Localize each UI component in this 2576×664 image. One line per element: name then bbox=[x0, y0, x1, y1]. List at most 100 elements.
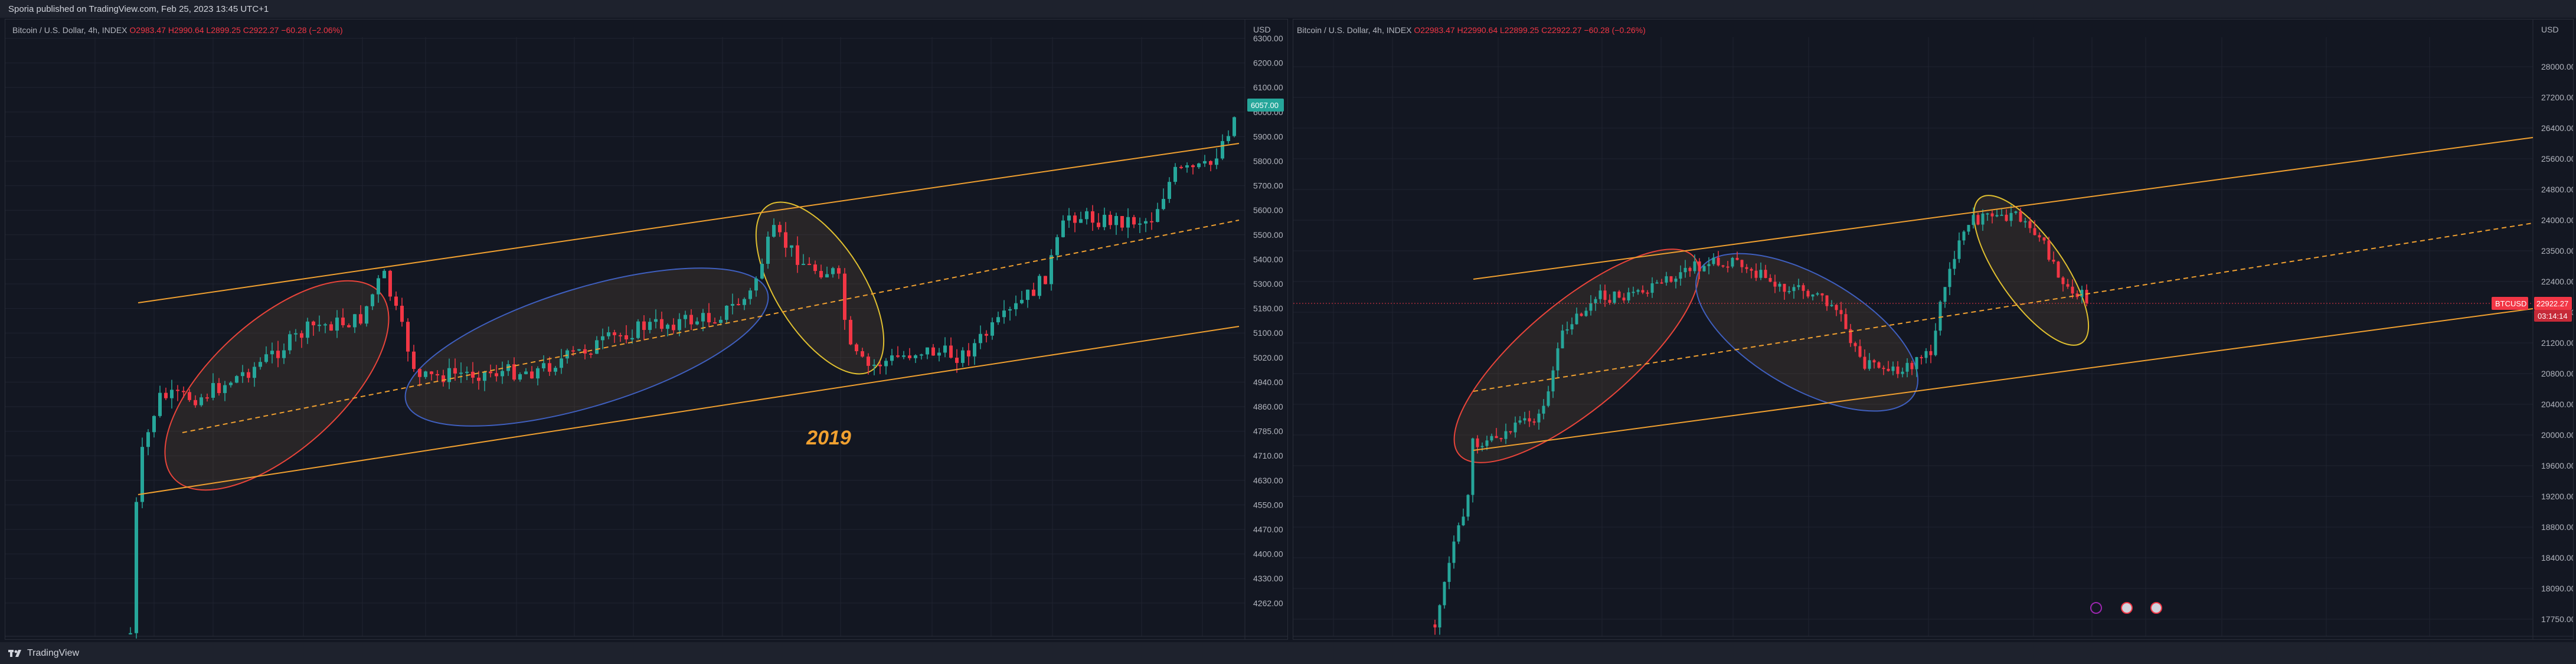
candle-body bbox=[1967, 225, 1970, 232]
candle-body bbox=[666, 325, 669, 329]
right-legend-open: O22983.47 bbox=[1414, 25, 1455, 35]
y-tick-label: 20800.00 bbox=[2541, 369, 2573, 378]
y-tick-label: 5800.00 bbox=[1253, 156, 1283, 166]
candle-body bbox=[1038, 276, 1041, 296]
candle-body bbox=[1132, 217, 1136, 225]
candle-body bbox=[1669, 276, 1673, 282]
candle-body bbox=[931, 347, 935, 356]
candle-body bbox=[1608, 300, 1611, 303]
candle-body bbox=[318, 325, 321, 326]
candle-body bbox=[235, 376, 238, 383]
candle-body bbox=[878, 364, 882, 367]
candle-body bbox=[1650, 283, 1654, 293]
candle-body bbox=[1523, 418, 1526, 421]
candle-body bbox=[1528, 418, 1531, 422]
candle-body bbox=[701, 313, 705, 322]
candle-body bbox=[654, 319, 658, 322]
candle-body bbox=[872, 364, 876, 366]
candle-body bbox=[229, 382, 233, 385]
candle-body bbox=[1953, 259, 1956, 269]
candle-body bbox=[223, 385, 227, 393]
right-legend-close: C22922.27 bbox=[1541, 25, 1582, 35]
y-tick-label: 24000.00 bbox=[2541, 215, 2573, 225]
candle-body bbox=[1156, 209, 1159, 223]
candle-body bbox=[483, 371, 486, 381]
left-legend-title: Bitcoin / U.S. Dollar, 4h, INDEX bbox=[12, 25, 128, 35]
candle-body bbox=[1740, 260, 1744, 267]
candle-body bbox=[1594, 299, 1597, 303]
y-tick-label: 21200.00 bbox=[2541, 338, 2573, 348]
annotation-2019: 2019 bbox=[806, 427, 851, 449]
candle-body bbox=[955, 358, 959, 363]
candle-body bbox=[276, 351, 280, 358]
candle-body bbox=[542, 363, 545, 369]
candle-body bbox=[1227, 136, 1230, 142]
candle-body bbox=[908, 355, 911, 358]
candle-body bbox=[1877, 362, 1881, 368]
candle-body bbox=[849, 319, 852, 345]
candle-body bbox=[436, 374, 439, 375]
candle-body bbox=[2052, 260, 2055, 262]
candle-body bbox=[1797, 285, 1800, 287]
candle-body bbox=[1825, 295, 1829, 306]
candle-body bbox=[300, 333, 303, 338]
y-tick-label: 17750.00 bbox=[2541, 614, 2573, 624]
candle-body bbox=[424, 371, 427, 377]
candle-body bbox=[1726, 266, 1730, 268]
tradingview-brand[interactable]: TradingView bbox=[8, 648, 79, 659]
us-flag-event-icon bbox=[2121, 602, 2133, 614]
candle-body bbox=[748, 290, 752, 299]
candle-body bbox=[949, 345, 953, 358]
candle-body bbox=[1783, 283, 1786, 292]
candle-body bbox=[383, 270, 386, 279]
candle-body bbox=[784, 232, 787, 248]
candle-body bbox=[2038, 235, 2041, 238]
publish-header: Sporia published on TradingView.com, Feb… bbox=[0, 0, 2576, 18]
candle-body bbox=[1020, 300, 1024, 303]
candle-body bbox=[2019, 211, 2022, 222]
candle-body bbox=[1849, 329, 1852, 344]
candle-body bbox=[1641, 290, 1645, 293]
right-legend-high: H22990.64 bbox=[1457, 25, 1498, 35]
candle-body bbox=[1901, 371, 1904, 374]
candle-body bbox=[1191, 165, 1195, 168]
candle-body bbox=[1707, 264, 1711, 266]
candle-body bbox=[1185, 165, 1189, 168]
left-chart-pane[interactable]: 6300.00 6200.00 6100.00 6000.00 5900.00 5800.… bbox=[5, 19, 1288, 640]
y-tick-label: 4630.00 bbox=[1253, 476, 1283, 485]
yellow-ellipse bbox=[1973, 195, 2090, 346]
right-chart-pane[interactable]: 28000.00 27200.00 26400.00 25600.00 24800.00… bbox=[1293, 19, 2574, 640]
candle-body bbox=[719, 319, 723, 323]
candle-body bbox=[1097, 223, 1100, 227]
candle-body bbox=[253, 367, 256, 378]
candle-body bbox=[1905, 362, 1909, 372]
candle-body bbox=[1050, 255, 1053, 284]
current-price-label: 22922.27 bbox=[2536, 299, 2568, 308]
candle-body bbox=[1858, 346, 1862, 357]
candle-body bbox=[1806, 290, 1810, 297]
candle-body bbox=[1598, 290, 1602, 299]
candle-body bbox=[1768, 277, 1772, 282]
candle-body bbox=[288, 334, 292, 351]
candle-body bbox=[264, 354, 268, 362]
candle-body bbox=[1433, 624, 1437, 628]
candle-body bbox=[365, 306, 368, 324]
candle-body bbox=[601, 336, 604, 341]
y-tick-label: 4400.00 bbox=[1253, 549, 1283, 559]
channel-line bbox=[1473, 137, 2533, 280]
channel-midline bbox=[1473, 223, 2533, 392]
candle-body bbox=[170, 390, 174, 398]
candle-body bbox=[1565, 329, 1569, 331]
candle-body bbox=[465, 371, 469, 373]
countdown-tag bbox=[2534, 310, 2572, 322]
candle-body bbox=[577, 349, 581, 351]
candle-body bbox=[1447, 562, 1451, 582]
candle-body bbox=[1981, 213, 1985, 225]
right-legend-low: L22899.25 bbox=[1500, 25, 1539, 35]
candle-body bbox=[589, 353, 593, 355]
candle-body bbox=[1750, 269, 1753, 271]
candle-body bbox=[1584, 310, 1588, 316]
candle-body bbox=[2071, 286, 2074, 294]
candle-body bbox=[1452, 541, 1456, 563]
left-chart-svg: 6300.006200.006100.006000.005900.005800.… bbox=[5, 19, 1287, 639]
